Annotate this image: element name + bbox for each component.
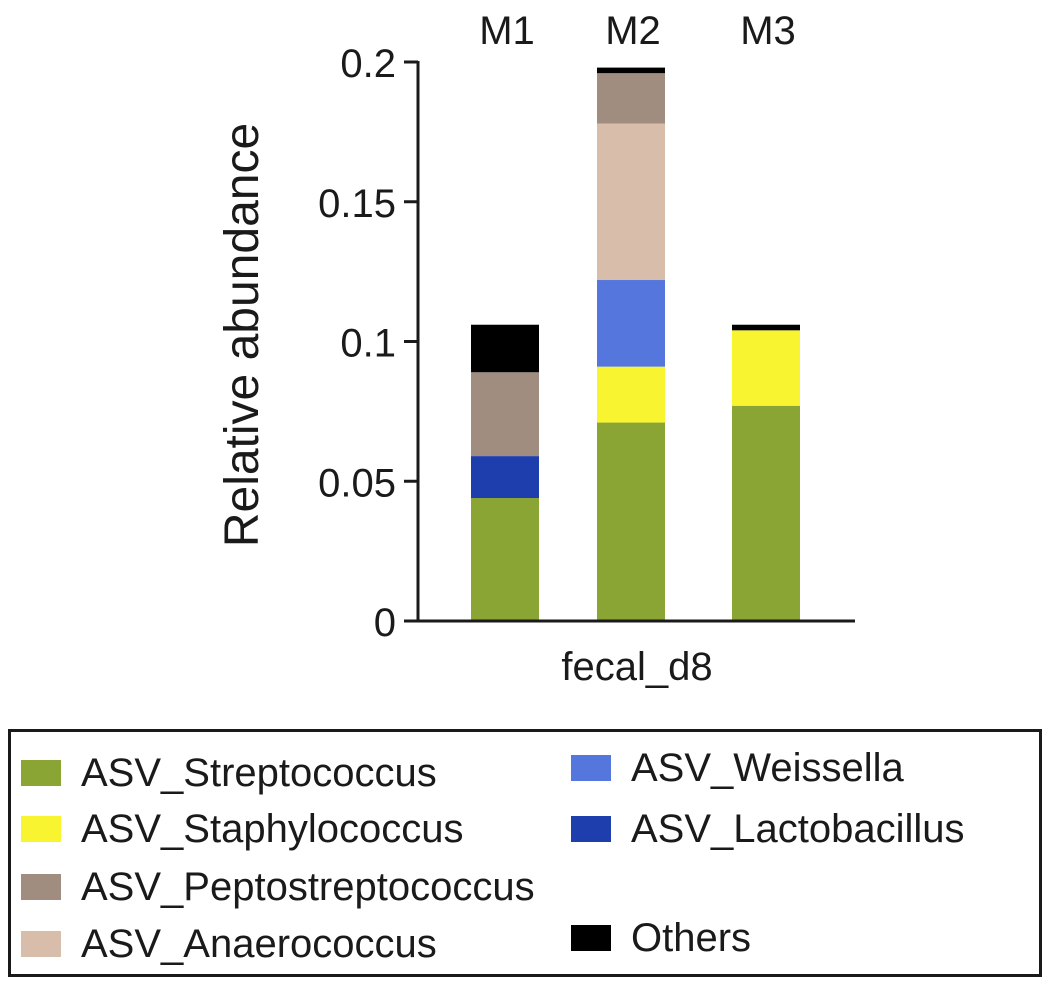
bar-segment-m1-asv-lactobacillus	[471, 456, 539, 499]
category-label-m2: M2	[605, 9, 661, 53]
bar-segment-m3-others	[732, 324, 800, 331]
bar-segment-m3-asv-streptococcus	[732, 405, 800, 621]
legend-label: Others	[631, 915, 752, 960]
stacked-bar-chart: 0 0.05 0.1 0.15 0.2 M1 M2 M3 Relative abundanc…	[216, 9, 855, 689]
y-tick-label: 0.05	[318, 461, 396, 505]
legend-label: ASV_Lactobacillus	[631, 806, 965, 851]
legend-item-lactobacillus: ASV_Lactobacillus	[571, 807, 965, 851]
y-tick-label: 0.2	[340, 42, 396, 86]
bar-segment-m1-asv-streptococcus	[471, 498, 539, 621]
y-ticks-group: 0 0.05 0.1 0.15 0.2	[318, 42, 418, 645]
legend-item-weissella: ASV_Weissella	[571, 746, 904, 790]
y-tick-label: 0	[374, 601, 396, 645]
y-tick-label: 0.15	[318, 182, 396, 226]
legend-item-staphylococcus: ASV_Staphylococcus	[21, 807, 463, 851]
legend-item-anaerococcus: ASV_Anaerococcus	[21, 922, 437, 966]
y-tick-label: 0.1	[340, 322, 396, 366]
bar-segment-m2-others	[597, 67, 665, 74]
legend-label: ASV_Streptococcus	[81, 750, 437, 795]
bar-segment-m1-asv-peptostreptococcus	[471, 372, 539, 457]
legend-swatch	[21, 874, 61, 900]
bar-segment-m2-asv-staphylococcus	[597, 366, 665, 423]
legend-swatch	[21, 931, 61, 957]
legend: ASV_Streptococcus ASV_Weissella ASV_Stap…	[8, 729, 1042, 977]
bar-segment-m1-others	[471, 324, 539, 373]
bar-segment-m2-asv-weissella	[597, 280, 665, 367]
legend-label: ASV_Weissella	[631, 745, 904, 790]
legend-item-peptostreptococcus: ASV_Peptostreptococcus	[21, 865, 535, 909]
legend-label: ASV_Staphylococcus	[81, 806, 464, 851]
bar-segment-m2-asv-streptococcus	[597, 422, 665, 621]
category-labels-group: M1 M2 M3	[479, 9, 796, 53]
legend-swatch	[21, 816, 61, 842]
legend-label: ASV_Anaerococcus	[81, 921, 437, 966]
legend-label: ASV_Peptostreptococcus	[81, 864, 535, 909]
legend-swatch	[21, 760, 61, 786]
legend-swatch	[571, 925, 611, 951]
bar-segment-m2-asv-anaerococcus	[597, 123, 665, 281]
legend-swatch	[571, 755, 611, 781]
bar-segment-m2-asv-peptostreptococcus	[597, 73, 665, 124]
legend-swatch	[571, 816, 611, 842]
bars-group	[471, 67, 800, 621]
legend-item-streptococcus: ASV_Streptococcus	[21, 751, 437, 795]
y-axis-label: Relative abundance	[216, 123, 269, 547]
bar-segment-m3-asv-staphylococcus	[732, 330, 800, 406]
category-label-m1: M1	[479, 9, 535, 53]
category-label-m3: M3	[740, 9, 796, 53]
legend-item-others: Others	[571, 916, 751, 960]
x-group-label: fecal_d8	[561, 645, 712, 689]
